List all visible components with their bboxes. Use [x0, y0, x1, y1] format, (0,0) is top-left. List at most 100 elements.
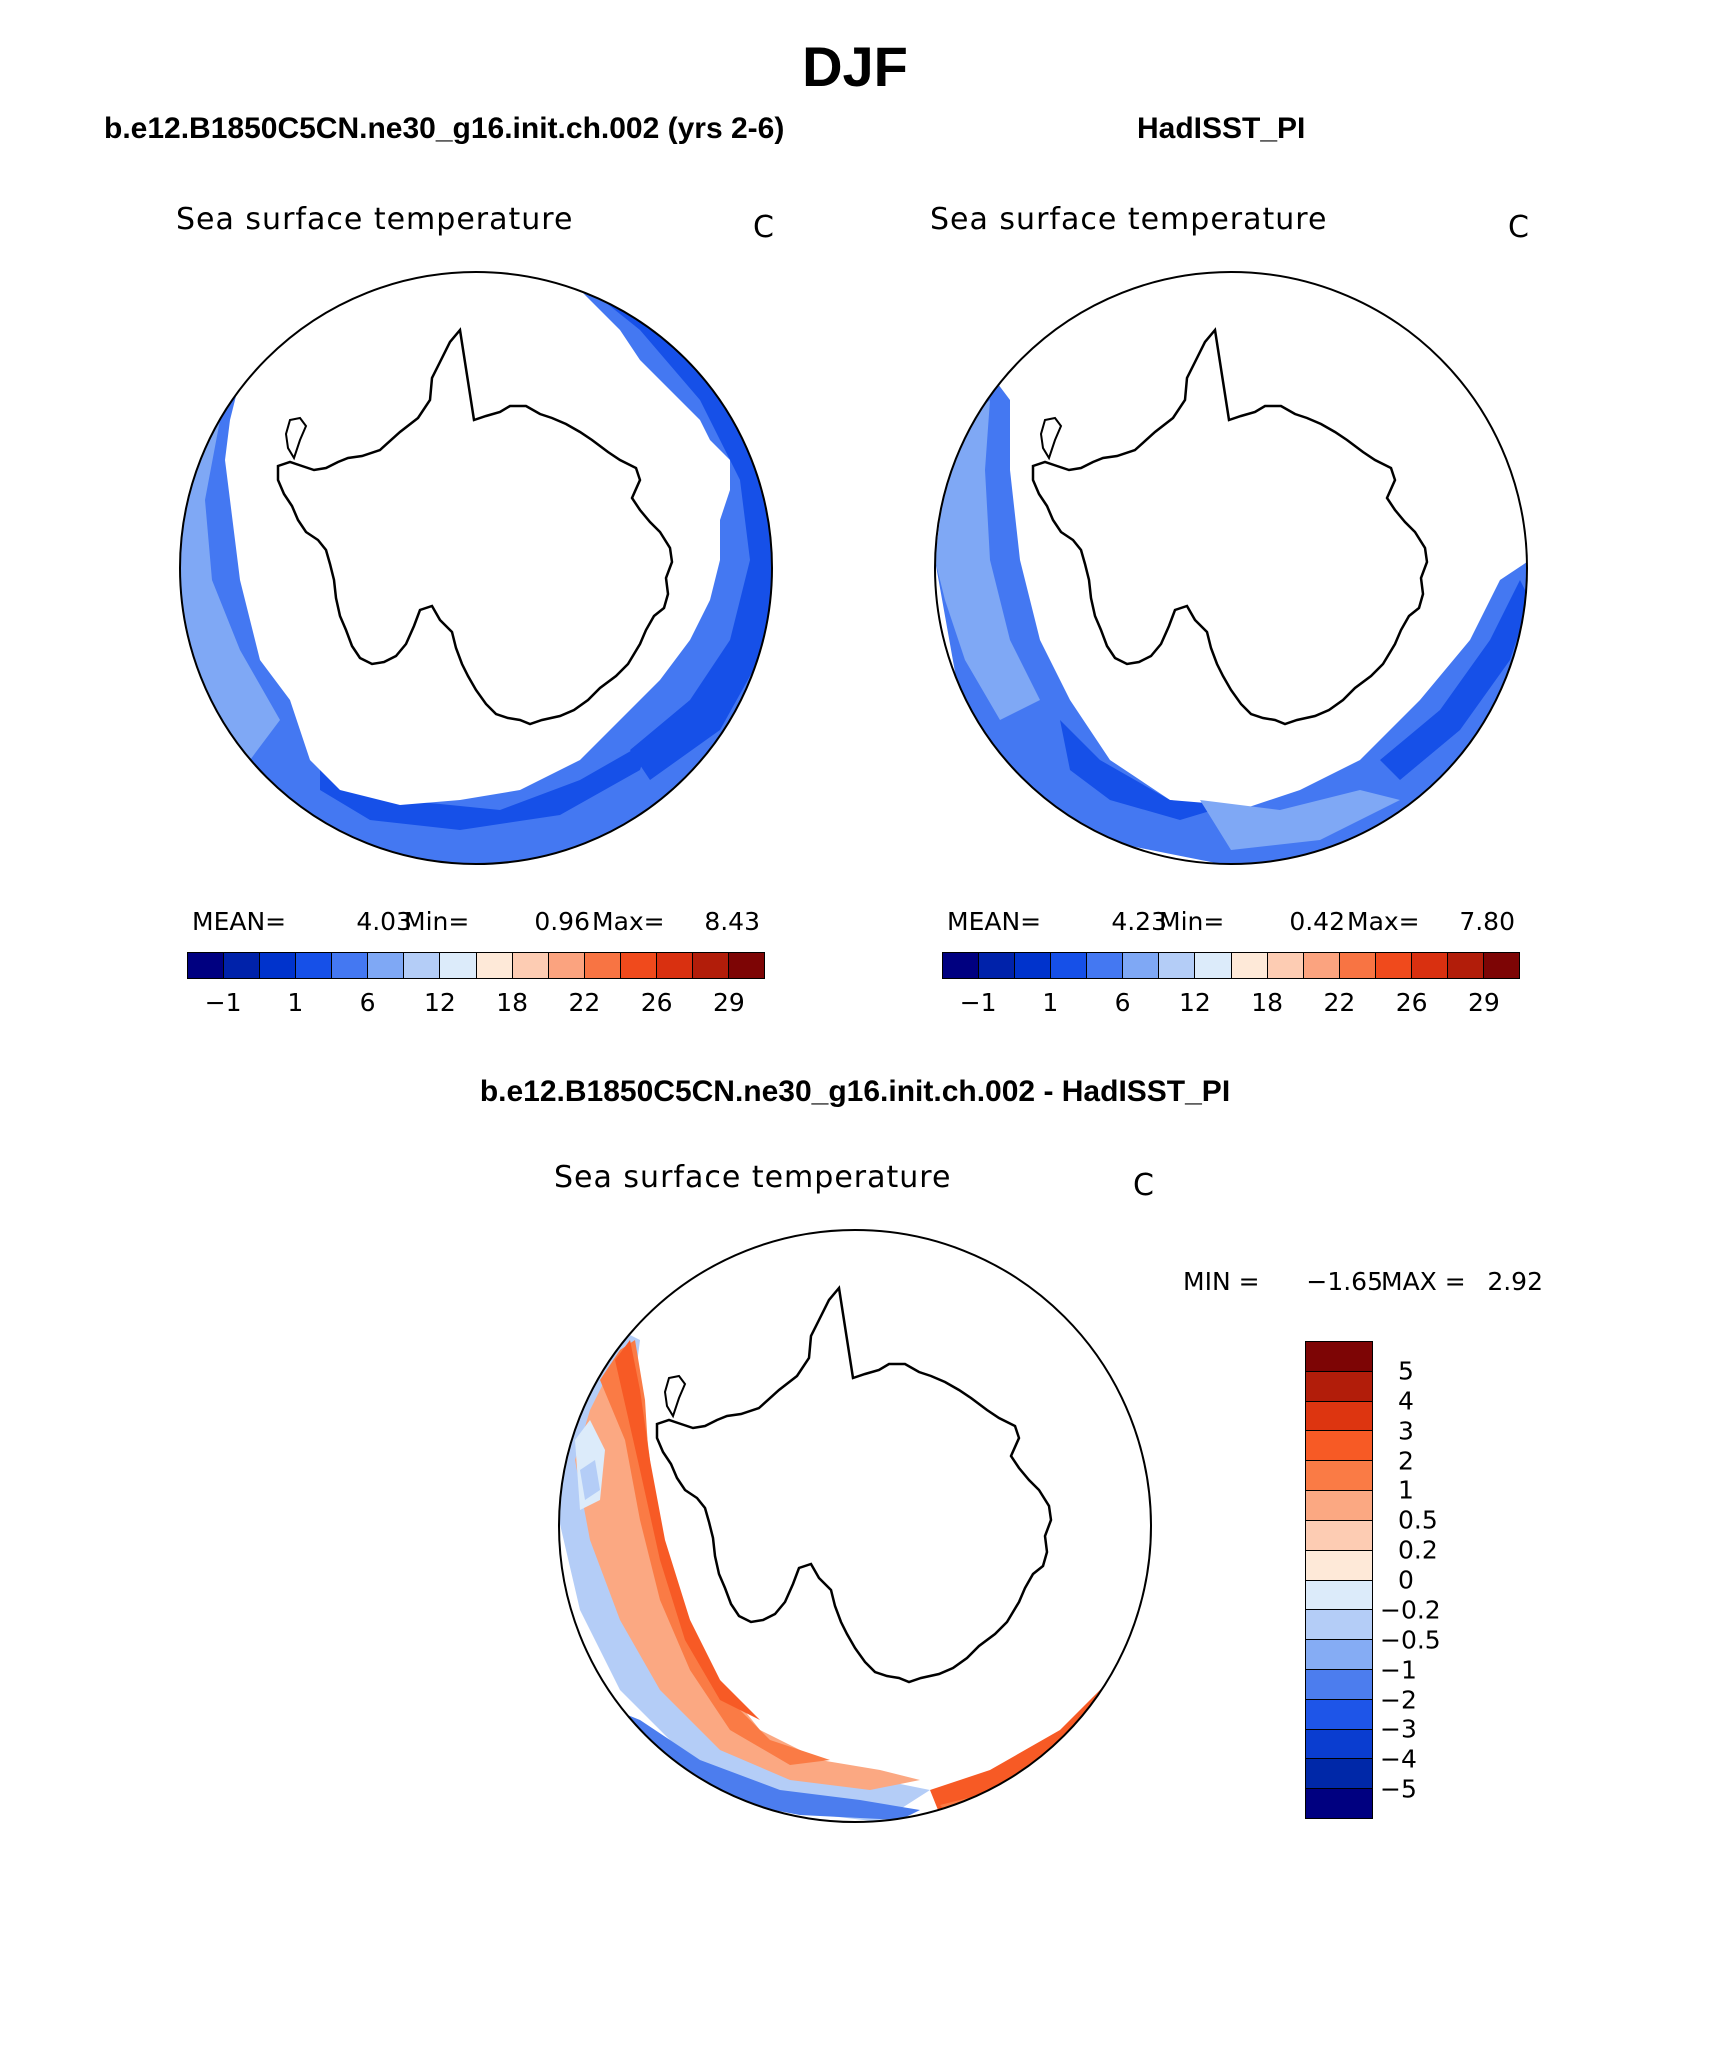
colorbar-swatch	[1267, 953, 1304, 978]
obs-colorbar-ticks: −1 1 6 12 18 22 26 29	[942, 988, 1520, 1020]
model-colorbar	[187, 952, 765, 979]
colorbar-swatch	[512, 953, 549, 978]
model-min-label: Min=	[404, 907, 470, 936]
colorbar-tick-label: 29	[1467, 988, 1500, 1017]
colorbar-swatch	[1306, 1729, 1372, 1760]
colorbar-tick-label: 29	[712, 988, 745, 1017]
colorbar-swatch	[1159, 953, 1196, 978]
model-stats: MEAN= 4.03 Min= 0.96 Max= 8.43	[192, 907, 762, 939]
model-min-value: 0.96	[534, 907, 590, 936]
colorbar-tick-label: 26	[1395, 988, 1428, 1017]
colorbar-tick-label: −1	[959, 988, 997, 1017]
obs-case-title: HadISST_PI	[1137, 112, 1306, 145]
colorbar-swatch	[332, 953, 369, 978]
colorbar-swatch	[1306, 1640, 1372, 1670]
colorbar-swatch	[1375, 953, 1412, 978]
colorbar-swatch	[548, 953, 585, 978]
obs-units-label: C	[1508, 210, 1529, 245]
colorbar-tick-label: −0.2	[1380, 1595, 1441, 1625]
obs-min-value: 0.42	[1289, 907, 1345, 936]
colorbar-swatch	[1306, 1699, 1372, 1730]
colorbar-swatch	[368, 953, 405, 978]
colorbar-swatch	[656, 953, 693, 978]
colorbar-tick-label: −5	[1380, 1774, 1417, 1804]
colorbar-tick-label: 12	[1178, 988, 1211, 1017]
colorbar-swatch	[692, 953, 729, 978]
model-mean-label: MEAN=	[192, 907, 287, 936]
colorbar-tick-label: 3	[1398, 1416, 1414, 1446]
model-max-label: Max=	[592, 907, 665, 936]
diff-case-title: b.e12.B1850C5CN.ne30_g16.init.ch.002 - H…	[479, 1075, 1231, 1108]
colorbar-swatch	[1306, 1669, 1372, 1700]
diff-colorbar	[1305, 1341, 1373, 1819]
model-case-title: b.e12.B1850C5CN.ne30_g16.init.ch.002 (yr…	[104, 112, 785, 145]
model-max-value: 8.43	[704, 907, 760, 936]
colorbar-swatch	[476, 953, 513, 978]
colorbar-swatch	[1339, 953, 1376, 978]
colorbar-swatch	[728, 953, 764, 978]
colorbar-swatch	[1306, 1550, 1372, 1581]
colorbar-tick-label: 6	[359, 988, 376, 1017]
diff-colorbar-ticks: 5 4 3 2 1 0.5 0.2 0 −0.2 −0.5 −1 −2 −3 −4 −5	[1380, 1341, 1503, 1819]
colorbar-tick-label: 26	[640, 988, 673, 1017]
colorbar-swatch	[1306, 1401, 1372, 1432]
colorbar-swatch	[1306, 1371, 1372, 1402]
colorbar-swatch	[1231, 953, 1268, 978]
obs-mean-label: MEAN=	[947, 907, 1042, 936]
colorbar-tick-label: 0.5	[1398, 1505, 1438, 1535]
diff-panel-title: Sea surface temperature	[554, 1160, 952, 1195]
colorbar-swatch	[404, 953, 441, 978]
colorbar-swatch	[1306, 1789, 1372, 1818]
colorbar-swatch	[296, 953, 333, 978]
colorbar-swatch	[1306, 1342, 1372, 1372]
colorbar-swatch	[1015, 953, 1052, 978]
colorbar-tick-label: −1	[1380, 1655, 1417, 1685]
colorbar-swatch	[1306, 1491, 1372, 1521]
colorbar-swatch	[1303, 953, 1340, 978]
diff-units-label: C	[1133, 1168, 1154, 1203]
colorbar-tick-label: 1	[287, 988, 304, 1017]
colorbar-tick-label: 22	[568, 988, 601, 1017]
obs-panel-title: Sea surface temperature	[930, 202, 1328, 237]
colorbar-swatch	[1306, 1610, 1372, 1641]
obs-min-label: Min=	[1159, 907, 1225, 936]
obs-stats: MEAN= 4.23 Min= 0.42 Max= 7.80	[947, 907, 1517, 939]
colorbar-tick-label: 4	[1398, 1386, 1414, 1416]
colorbar-tick-label: 5	[1398, 1356, 1414, 1386]
colorbar-swatch	[1306, 1520, 1372, 1551]
colorbar-tick-label: 12	[423, 988, 456, 1017]
colorbar-swatch	[1483, 953, 1519, 978]
colorbar-swatch	[1306, 1431, 1372, 1462]
model-panel-title: Sea surface temperature	[176, 202, 574, 237]
colorbar-swatch	[1306, 1461, 1372, 1492]
colorbar-tick-label: 2	[1398, 1446, 1414, 1475]
colorbar-tick-label: −3	[1380, 1714, 1417, 1744]
diff-min-value: −1.65	[1306, 1267, 1383, 1296]
colorbar-swatch	[260, 953, 297, 978]
model-colorbar-ticks: −1 1 6 12 18 22 26 29	[187, 988, 765, 1020]
colorbar-swatch	[440, 953, 477, 978]
colorbar-swatch	[979, 953, 1016, 978]
colorbar-swatch	[1123, 953, 1160, 978]
colorbar-swatch	[188, 953, 225, 978]
colorbar-tick-label: −2	[1380, 1685, 1417, 1714]
colorbar-swatch	[1051, 953, 1088, 978]
colorbar-tick-label: 6	[1114, 988, 1131, 1017]
colorbar-tick-label: 1	[1042, 988, 1059, 1017]
model-units-label: C	[753, 210, 774, 245]
obs-mean-value: 4.23	[1111, 907, 1167, 936]
diff-stats: MIN = −1.65 MAX = 2.92	[1183, 1267, 1563, 1299]
colorbar-swatch	[224, 953, 261, 978]
colorbar-swatch	[1447, 953, 1484, 978]
colorbar-swatch	[1411, 953, 1448, 978]
colorbar-tick-label: −0.5	[1380, 1625, 1441, 1655]
colorbar-swatch	[620, 953, 657, 978]
diff-max-value: 2.92	[1487, 1267, 1543, 1296]
obs-colorbar	[942, 952, 1520, 979]
colorbar-tick-label: −4	[1380, 1744, 1417, 1774]
colorbar-swatch	[584, 953, 621, 978]
colorbar-tick-label: 1	[1398, 1475, 1414, 1505]
colorbar-swatch	[1087, 953, 1124, 978]
colorbar-tick-label: −1	[204, 988, 242, 1017]
